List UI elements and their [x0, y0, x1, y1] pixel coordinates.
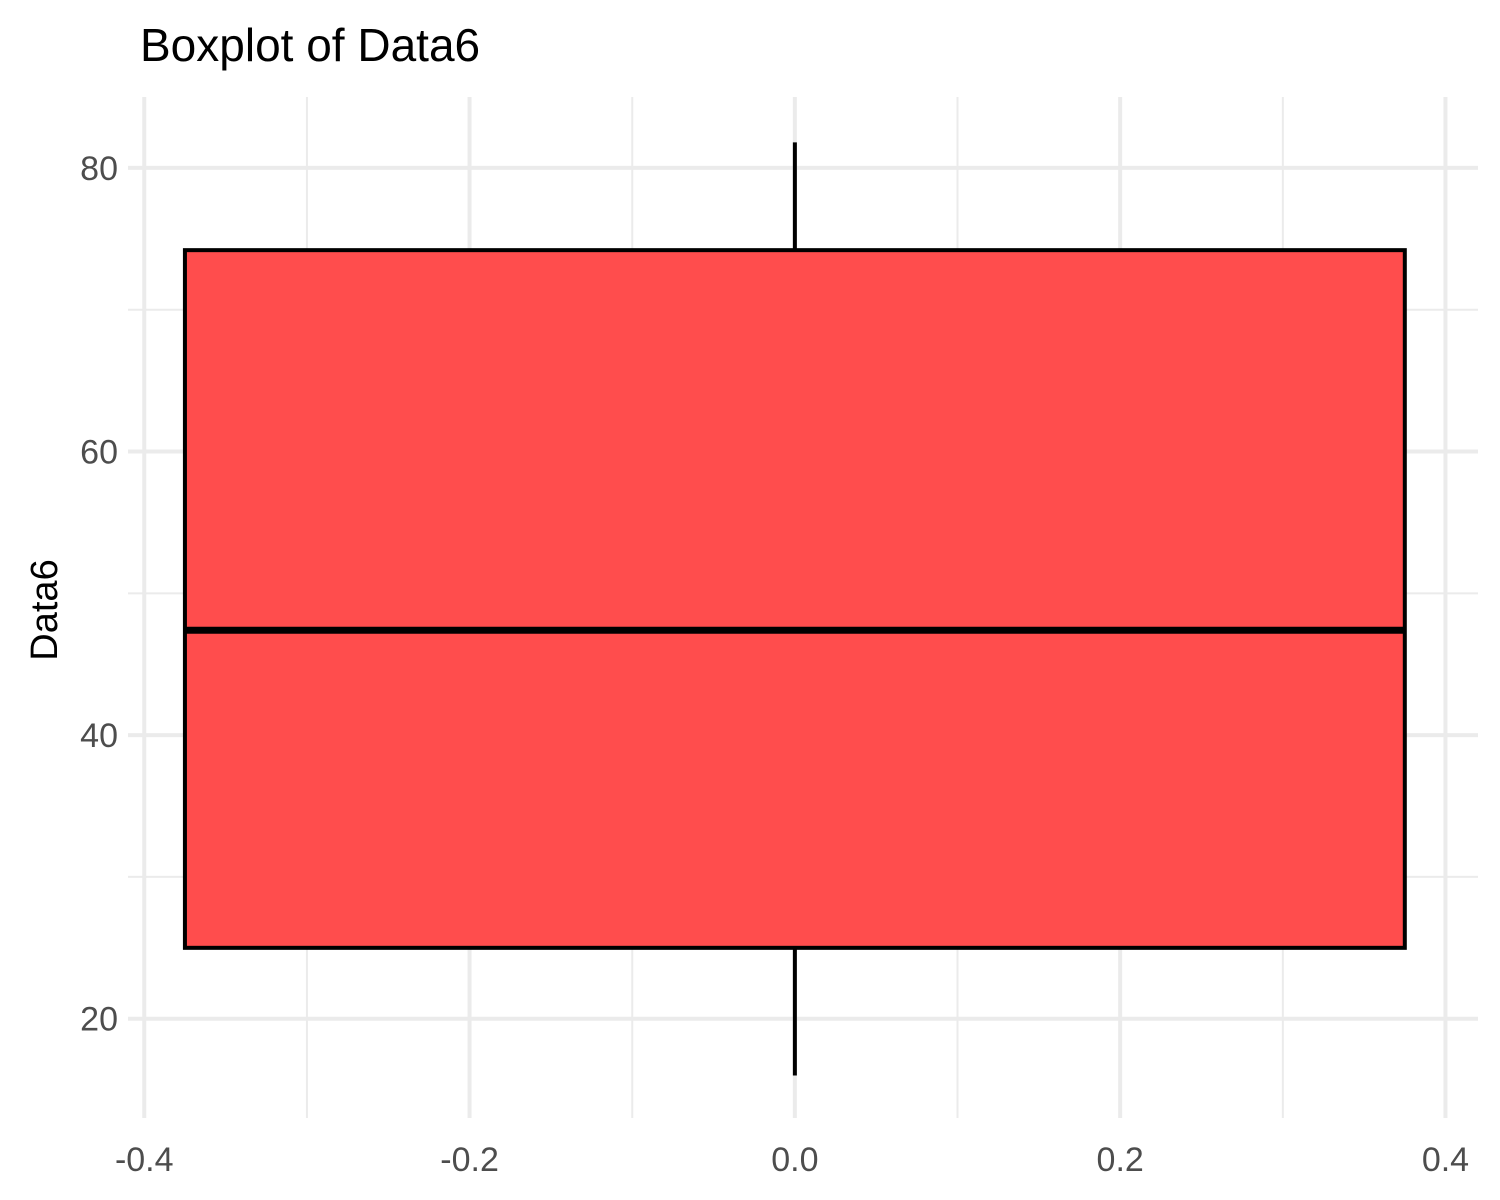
x-tick-label: -0.4 [115, 1141, 174, 1179]
y-tick-label: 20 [80, 1001, 118, 1039]
interquartile-box [182, 248, 1407, 950]
x-tick-label: 0.4 [1422, 1141, 1469, 1179]
x-axis-tick-labels: -0.4 -0.2 0.0 0.2 0.4 [115, 1141, 1469, 1179]
box-marks [182, 142, 1407, 1076]
chart-title: Boxplot of Data6 [140, 19, 481, 71]
x-tick-label: -0.2 [440, 1141, 499, 1179]
y-tick-label: 40 [80, 717, 118, 755]
y-tick-label: 60 [80, 434, 118, 472]
x-tick-label: 0.0 [771, 1141, 818, 1179]
x-tick-label: 0.2 [1097, 1141, 1144, 1179]
y-tick-label: 80 [80, 150, 118, 188]
y-axis-tick-labels: 20 40 60 80 [80, 150, 118, 1039]
y-axis-title: Data6 [24, 559, 66, 660]
